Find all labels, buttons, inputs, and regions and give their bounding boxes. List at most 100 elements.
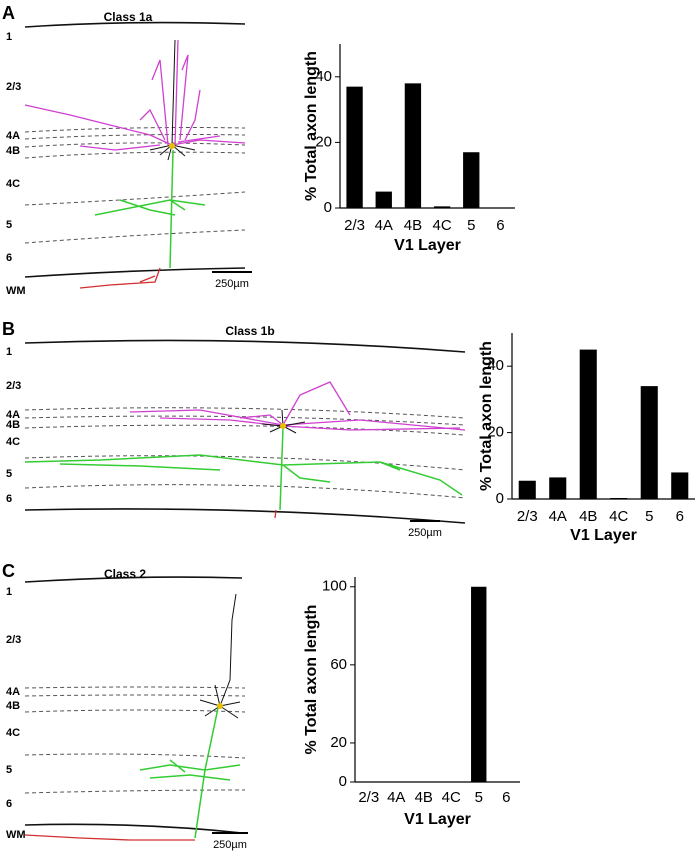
x-tick-label: 4C [609, 508, 628, 525]
x-tick-label: 5 [467, 217, 475, 234]
neuron-trace [24, 407, 466, 419]
layer-label: 4A [6, 130, 20, 142]
neuron-trace [274, 509, 277, 519]
x-tick-label: 4B [404, 217, 422, 234]
y-tick-label: 0 [324, 199, 332, 216]
y-tick-label: 20 [315, 133, 332, 150]
x-tick-label: 5 [475, 789, 483, 806]
panel-letter: B [2, 319, 15, 339]
bar [375, 191, 392, 208]
neuron-trace [24, 709, 246, 713]
scale-bar-label: 250µm [215, 278, 249, 290]
x-axis-label: V1 Layer [570, 527, 637, 544]
bar [671, 472, 689, 499]
y-tick-label: 0 [496, 490, 504, 507]
layer-label: 5 [6, 764, 12, 776]
x-axis-label: V1 Layer [394, 237, 461, 254]
bar [579, 349, 597, 499]
neuron-trace [24, 267, 246, 278]
neuron-trace [24, 834, 195, 841]
neuron-trace [24, 484, 466, 499]
panel-letter: A [2, 3, 15, 23]
layer-label: 4B [6, 145, 20, 157]
layer-label: 4C [6, 436, 20, 448]
layer-label: WM [6, 829, 26, 841]
layer-label: 2/3 [6, 81, 21, 93]
layer-label: 1 [6, 586, 12, 598]
neuron-trace [129, 381, 466, 431]
layer-label: 4B [6, 419, 20, 431]
layer-label: 6 [6, 493, 12, 505]
neuron-trace [24, 576, 243, 583]
layer-label: 4C [6, 727, 20, 739]
x-tick-label: 2/3 [517, 508, 538, 525]
bar [610, 498, 628, 499]
neuron-trace [24, 127, 246, 133]
bar [640, 386, 658, 499]
neuron-trace [24, 686, 246, 689]
panel-title: Class 1a [104, 10, 153, 24]
neuron-trace [24, 427, 463, 511]
neuron-trace [24, 823, 243, 834]
y-tick-label: 40 [315, 68, 332, 85]
y-axis-label: % Total axon length [303, 605, 320, 755]
neuron-trace [169, 143, 175, 149]
x-tick-label: 6 [502, 789, 510, 806]
bar [346, 86, 363, 208]
layer-label: WM [6, 285, 26, 297]
x-tick-label: 4A [549, 508, 567, 525]
x-tick-label: 2/3 [344, 217, 365, 234]
neuron-trace [94, 149, 206, 269]
panel-title: Class 1b [225, 324, 274, 338]
neuron-trace [24, 339, 466, 353]
scale-bar-label: 250µm [213, 839, 247, 851]
neuron-trace [24, 191, 246, 206]
x-axis-label: V1 Layer [404, 811, 471, 828]
neuron-trace [261, 409, 306, 434]
neuron-trace [217, 703, 223, 709]
x-tick-label: 6 [496, 217, 504, 234]
y-tick-label: 100 [322, 578, 347, 595]
neuron-trace [24, 134, 246, 140]
x-tick-label: 4C [432, 217, 451, 234]
layer-label: 4A [6, 409, 20, 421]
neuron-trace [24, 508, 466, 524]
neuron-trace [139, 707, 241, 839]
neuron-trace [24, 455, 466, 471]
layer-label: 5 [6, 219, 12, 231]
bar [463, 152, 480, 208]
neuron-trace [280, 423, 286, 429]
neuron-trace [24, 789, 246, 794]
neuron-c [24, 576, 246, 841]
y-axis-label: % Total axon length [303, 51, 320, 201]
layer-label: 4A [6, 686, 20, 698]
layer-label: 6 [6, 252, 12, 264]
layer-label: 1 [6, 31, 12, 43]
bar [549, 477, 567, 499]
neuron-trace [24, 21, 246, 28]
y-tick-label: 0 [339, 773, 347, 790]
layer-label: 4C [6, 178, 20, 190]
y-tick-label: 60 [330, 656, 347, 673]
neuron-a [24, 21, 246, 289]
neuron-trace [79, 267, 161, 289]
x-tick-label: 6 [676, 508, 684, 525]
bar [518, 480, 536, 499]
layer-label: 2/3 [6, 634, 21, 646]
layer-label: 6 [6, 798, 12, 810]
y-tick-label: 20 [487, 424, 504, 441]
bar [433, 206, 451, 208]
neuron-trace [24, 151, 246, 159]
y-tick-label: 20 [330, 734, 347, 751]
bar [404, 83, 422, 208]
neuron-trace [24, 694, 246, 697]
neuron-trace [149, 39, 196, 161]
neuron-trace [24, 142, 246, 148]
neuron-trace [24, 415, 466, 426]
layer-label: 2/3 [6, 380, 21, 392]
x-tick-label: 4C [442, 789, 461, 806]
neuron-b [24, 339, 466, 524]
scale-bar-label: 250µm [408, 527, 442, 539]
layer-label: 5 [6, 468, 12, 480]
y-tick-label: 40 [487, 357, 504, 374]
